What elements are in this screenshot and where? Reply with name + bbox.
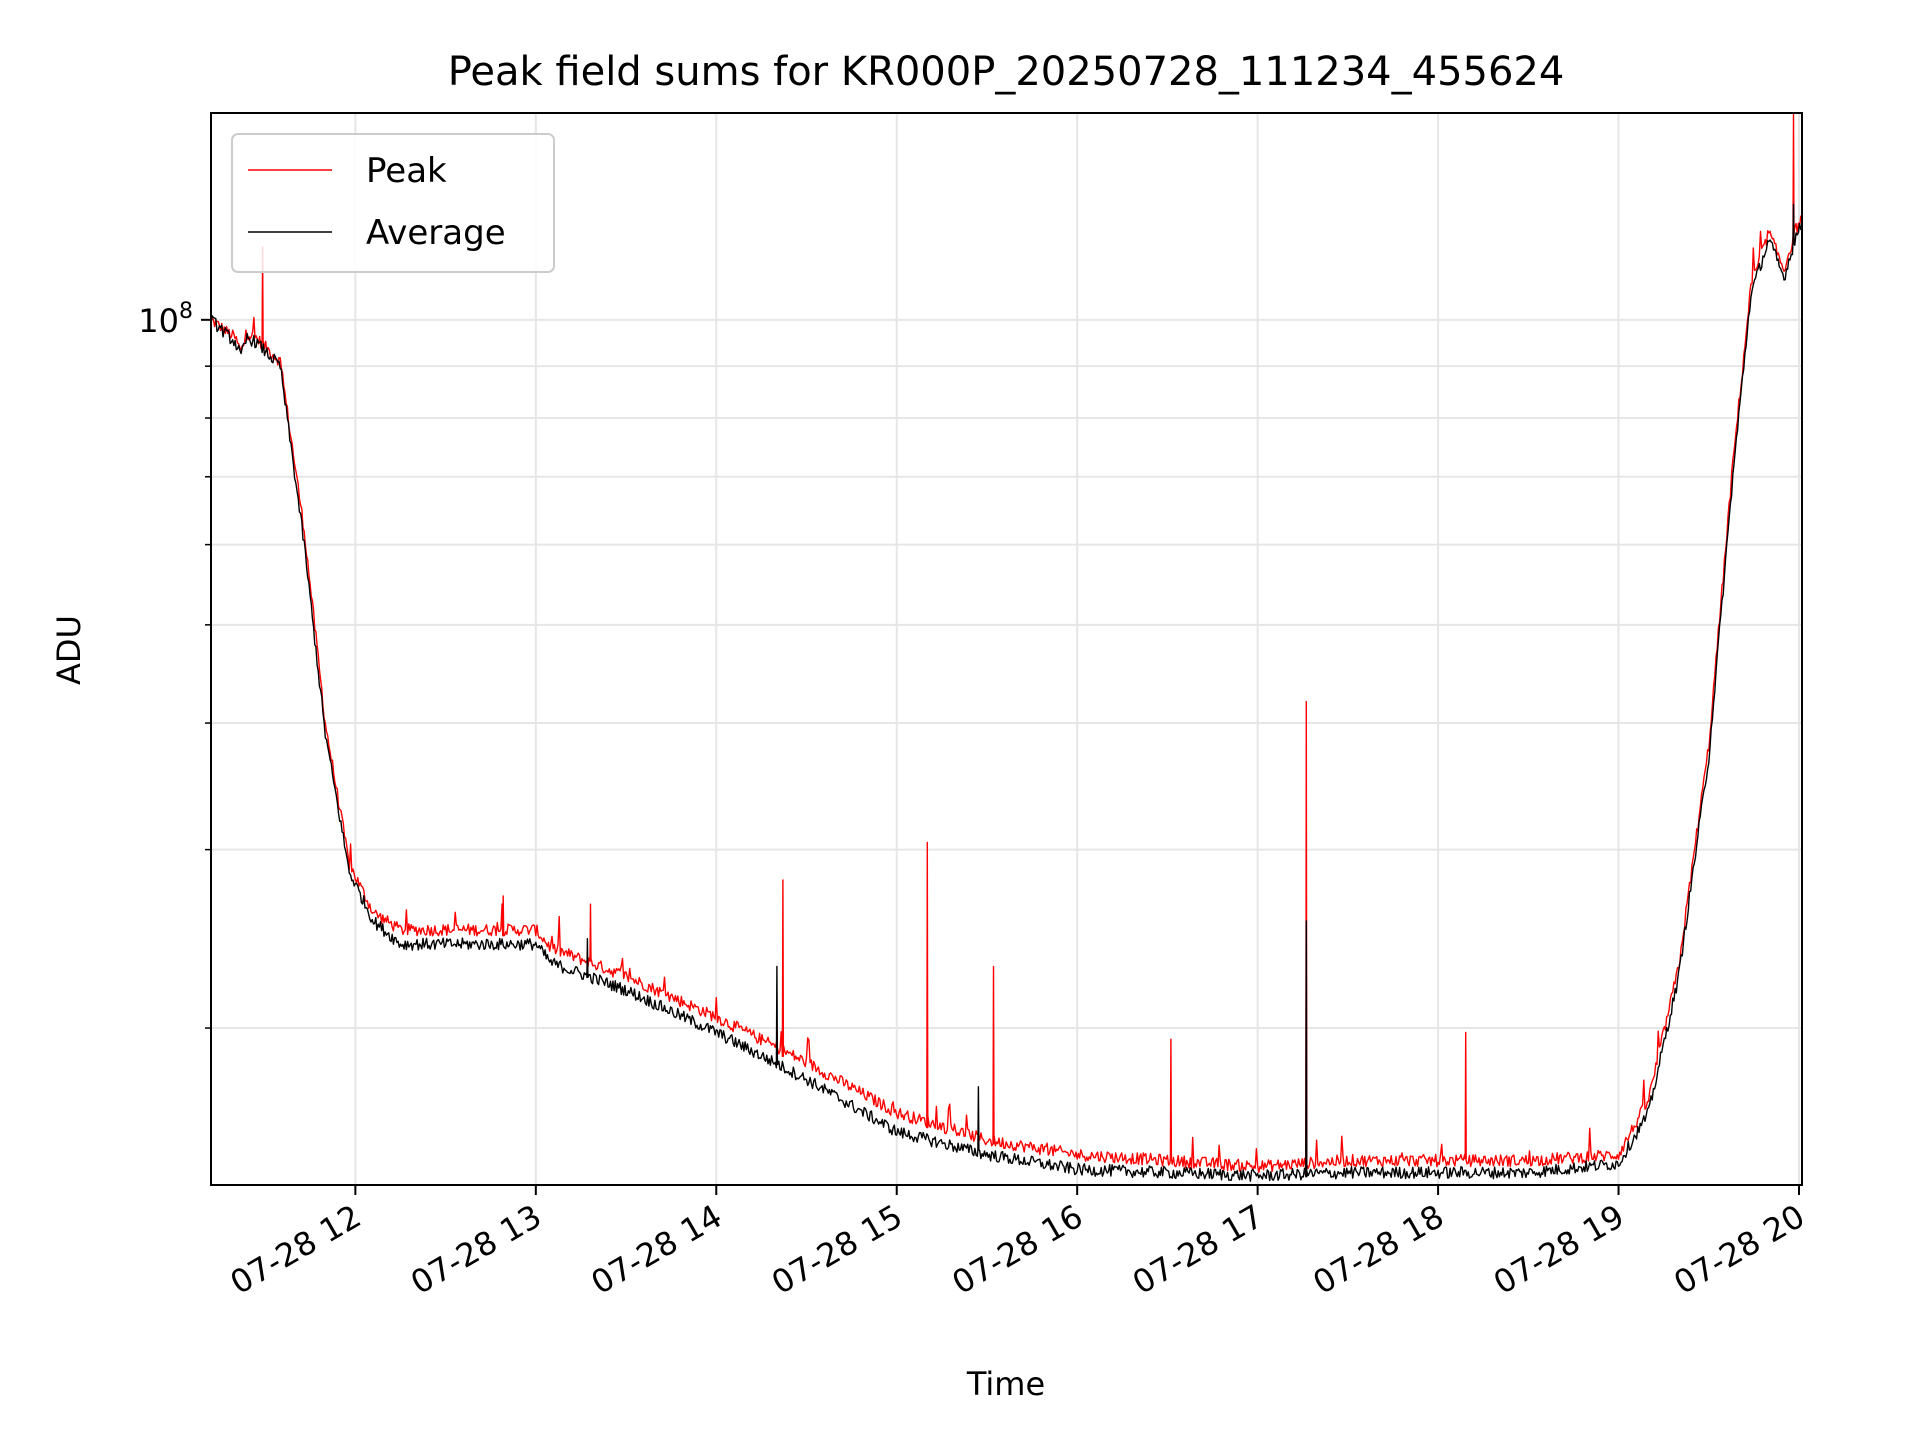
y-axis-title: ADU xyxy=(50,615,88,685)
legend: Peak Average xyxy=(231,133,555,273)
grid-lines xyxy=(211,113,1802,1185)
legend-label-peak: Peak xyxy=(366,151,447,191)
plot-series xyxy=(210,112,1803,1182)
axes-frame xyxy=(210,112,1803,1186)
series-line-peak xyxy=(210,112,1803,1173)
legend-box xyxy=(231,133,555,273)
series-line-average xyxy=(210,203,1803,1182)
legend-label-average: Average xyxy=(366,213,506,253)
x-axis-title: Time xyxy=(966,1365,1045,1403)
chart-title: Peak field sums for KR000P_20250728_1112… xyxy=(448,49,1565,95)
